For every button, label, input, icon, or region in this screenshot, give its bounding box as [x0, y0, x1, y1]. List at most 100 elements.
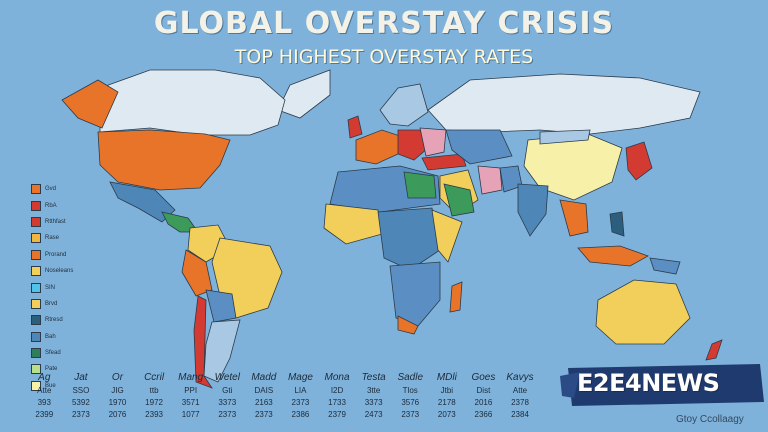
table-header-cell: Mang	[178, 372, 204, 383]
table-cell: 2373	[291, 398, 310, 407]
legend-label: Bue	[45, 382, 56, 389]
table-cell: 2386	[291, 410, 310, 419]
table-header-cell: Testa	[361, 372, 386, 383]
table-cell: 2373	[218, 410, 237, 419]
table-row: 2399 2373 2076 2393 1077 2373 2373 2386 2379 2473…	[26, 409, 666, 421]
central-america-region	[161, 211, 199, 233]
table-cell: 2393	[145, 410, 163, 419]
legend-swatch	[31, 364, 41, 375]
table-cell: 2384	[511, 410, 529, 419]
peru-region	[181, 249, 213, 297]
table-cell: Gti	[222, 386, 233, 395]
chile-region	[193, 295, 214, 389]
map-credit: Gtoy Ccollaagy	[676, 414, 744, 425]
logo-brush-band	[560, 364, 764, 406]
table-cell: 2373	[71, 410, 90, 419]
table-cell: 2073	[437, 410, 456, 419]
legend-swatch	[31, 298, 41, 309]
table-cell: PPI	[184, 386, 198, 395]
legend-swatch	[31, 200, 41, 211]
table-cell: 1972	[145, 398, 163, 407]
russia-region	[427, 73, 701, 135]
table-cell: 3571	[181, 398, 200, 407]
kazakhstan-region	[445, 129, 513, 165]
e2e4news-logo[interactable]: E2E4NEWS	[577, 369, 720, 397]
table-cell: DAIS	[254, 386, 274, 395]
philippines-region	[609, 211, 625, 237]
legend-swatch	[31, 331, 41, 342]
legend-label: Pate	[45, 366, 58, 373]
scandinavia-region	[379, 83, 429, 127]
table-cell: 1970	[108, 398, 127, 407]
table-cell: 2373	[401, 410, 420, 419]
legend-swatch	[31, 348, 41, 359]
legend-swatch	[31, 315, 41, 326]
table-cell: 3tte	[366, 386, 381, 395]
table-cell: Jtbi	[440, 386, 454, 395]
table-header-cell: Jat	[74, 372, 88, 383]
table-header-cell: Mona	[324, 372, 350, 383]
table-cell: 2016	[474, 398, 493, 407]
legend-label: Noseleans	[45, 268, 74, 275]
legend-label: Rase	[45, 235, 60, 242]
table-cell: 393	[37, 398, 51, 407]
table-cell: Atte	[512, 386, 528, 395]
legend-swatch	[31, 233, 41, 244]
se-asia-region	[559, 199, 589, 237]
table-cell: SSO	[72, 386, 90, 395]
table-cell: 2178	[437, 398, 456, 407]
legend-label: Prorand	[45, 251, 67, 258]
turkey-region	[421, 153, 467, 171]
table-header-cell: Kavys	[506, 372, 534, 383]
legend-item: Rase	[31, 230, 81, 246]
table-cell: LIA	[294, 386, 307, 395]
mexico-region	[109, 181, 176, 223]
map-subtitle: TOP HIGHEST OVERSTAY RATES	[234, 46, 534, 68]
india-region	[517, 183, 549, 237]
table-header-cell: Ccril	[144, 372, 165, 383]
bolivia-region	[205, 289, 237, 323]
table-header-cell: MDli	[436, 372, 457, 383]
legend-item: Rtresd	[31, 312, 81, 328]
table-cell: 2366	[474, 410, 493, 419]
greenland-region	[277, 69, 331, 119]
table-row: Atte SSO JIG ttb PPI Gti DAIS LIA I2D 3tte Tlos Jtb…	[26, 385, 666, 397]
map-title: GLOBAL OVERSTAY CRISIS	[153, 6, 615, 41]
table-cell: 3373	[364, 398, 383, 407]
saudi-region	[443, 183, 475, 217]
southern-africa-region	[389, 261, 441, 327]
legend-item: Prorand	[31, 247, 81, 263]
table-cell: 1077	[181, 410, 200, 419]
canada-region	[99, 69, 286, 136]
korea-japan-region	[625, 141, 653, 181]
indonesia-region	[577, 245, 649, 267]
argentina-region	[203, 319, 241, 383]
legend-item: Sfead	[31, 345, 81, 361]
china-region	[523, 133, 623, 201]
table-cell: I2D	[330, 386, 344, 395]
central-europe-region	[397, 129, 429, 161]
legend-item: Gvd	[31, 181, 81, 197]
table-cell: ttb	[149, 386, 159, 395]
central-africa-region	[377, 207, 441, 271]
table-header-cell: Or	[111, 372, 124, 383]
table-row: 393 5392 1970 1972 3571 3373 2163 2373 1733 3373 3…	[26, 397, 666, 409]
libya-egypt-region	[403, 171, 437, 199]
mongolia-region	[539, 129, 591, 145]
east-africa-region	[431, 209, 463, 263]
table-cell: 2076	[108, 410, 127, 419]
legend-item: Bue	[31, 378, 81, 394]
legend-item: Pate	[31, 361, 81, 377]
table-cell: 3576	[401, 398, 420, 407]
data-table: Ag Jat Or Ccril Mang Wetel Madd Mage Mona Testa Sa…	[26, 371, 666, 421]
legend-swatch	[31, 184, 41, 195]
legend-swatch	[31, 216, 41, 227]
table-cell: 2163	[254, 398, 273, 407]
papua-region	[649, 257, 681, 275]
iran-region	[477, 165, 503, 195]
legend-item: Noseleans	[31, 263, 81, 279]
madagascar-region	[449, 281, 463, 313]
legend: Gvd RbA Rtthfast Rase Prorand Noseleans SIN Brv…	[31, 181, 81, 394]
table-header-cell: Sadle	[397, 372, 424, 383]
table-header-cell: Wetel	[214, 372, 240, 383]
